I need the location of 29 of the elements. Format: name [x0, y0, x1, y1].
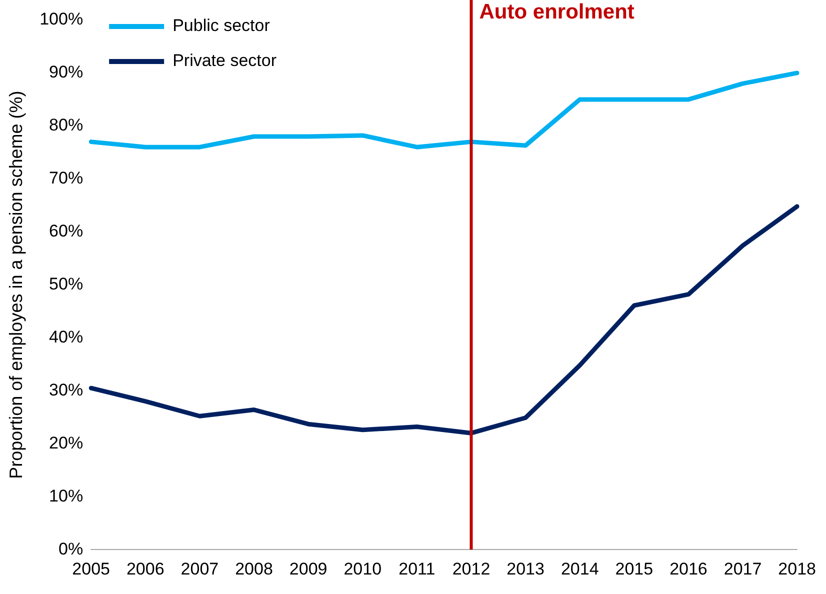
y-tick-label: 60% — [49, 222, 84, 241]
x-tick-label: 2006 — [126, 559, 164, 578]
x-tick-label: 2013 — [506, 559, 544, 578]
ref-line-label: Auto enrolment — [479, 0, 634, 24]
x-tick-label: 2009 — [289, 559, 328, 578]
x-tick-label: 2007 — [180, 559, 219, 578]
y-tick-label: 80% — [49, 116, 84, 135]
x-tick-label: 2010 — [344, 559, 382, 578]
x-tick-label: 2012 — [452, 559, 490, 578]
x-tick-label: 2011 — [398, 559, 436, 578]
y-tick-label: 0% — [58, 539, 84, 558]
x-tick-label: 2014 — [560, 559, 599, 578]
y-tick-label: 30% — [49, 380, 84, 400]
y-axis-title: Proportion of employes in a pension scheme (%) — [6, 90, 26, 479]
y-tick-label: 10% — [49, 486, 84, 506]
legend-label: Private sector — [172, 51, 277, 70]
y-tick-label: 70% — [49, 168, 84, 188]
y-tick-label: 20% — [49, 433, 84, 452]
x-tick-label: 2005 — [72, 559, 110, 578]
y-tick-label: 50% — [49, 274, 84, 294]
x-tick-label: 2008 — [235, 559, 273, 578]
legend-label: Public sector — [172, 16, 270, 36]
x-tick-label: 2018 — [778, 559, 816, 578]
y-tick-label: 40% — [49, 327, 84, 346]
x-tick-label: 2016 — [670, 559, 708, 578]
y-tick-label: 90% — [49, 62, 84, 82]
x-tick-label: 2017 — [724, 559, 762, 578]
x-tick-label: 2015 — [615, 559, 654, 578]
y-tick-label: 100% — [40, 10, 84, 29]
